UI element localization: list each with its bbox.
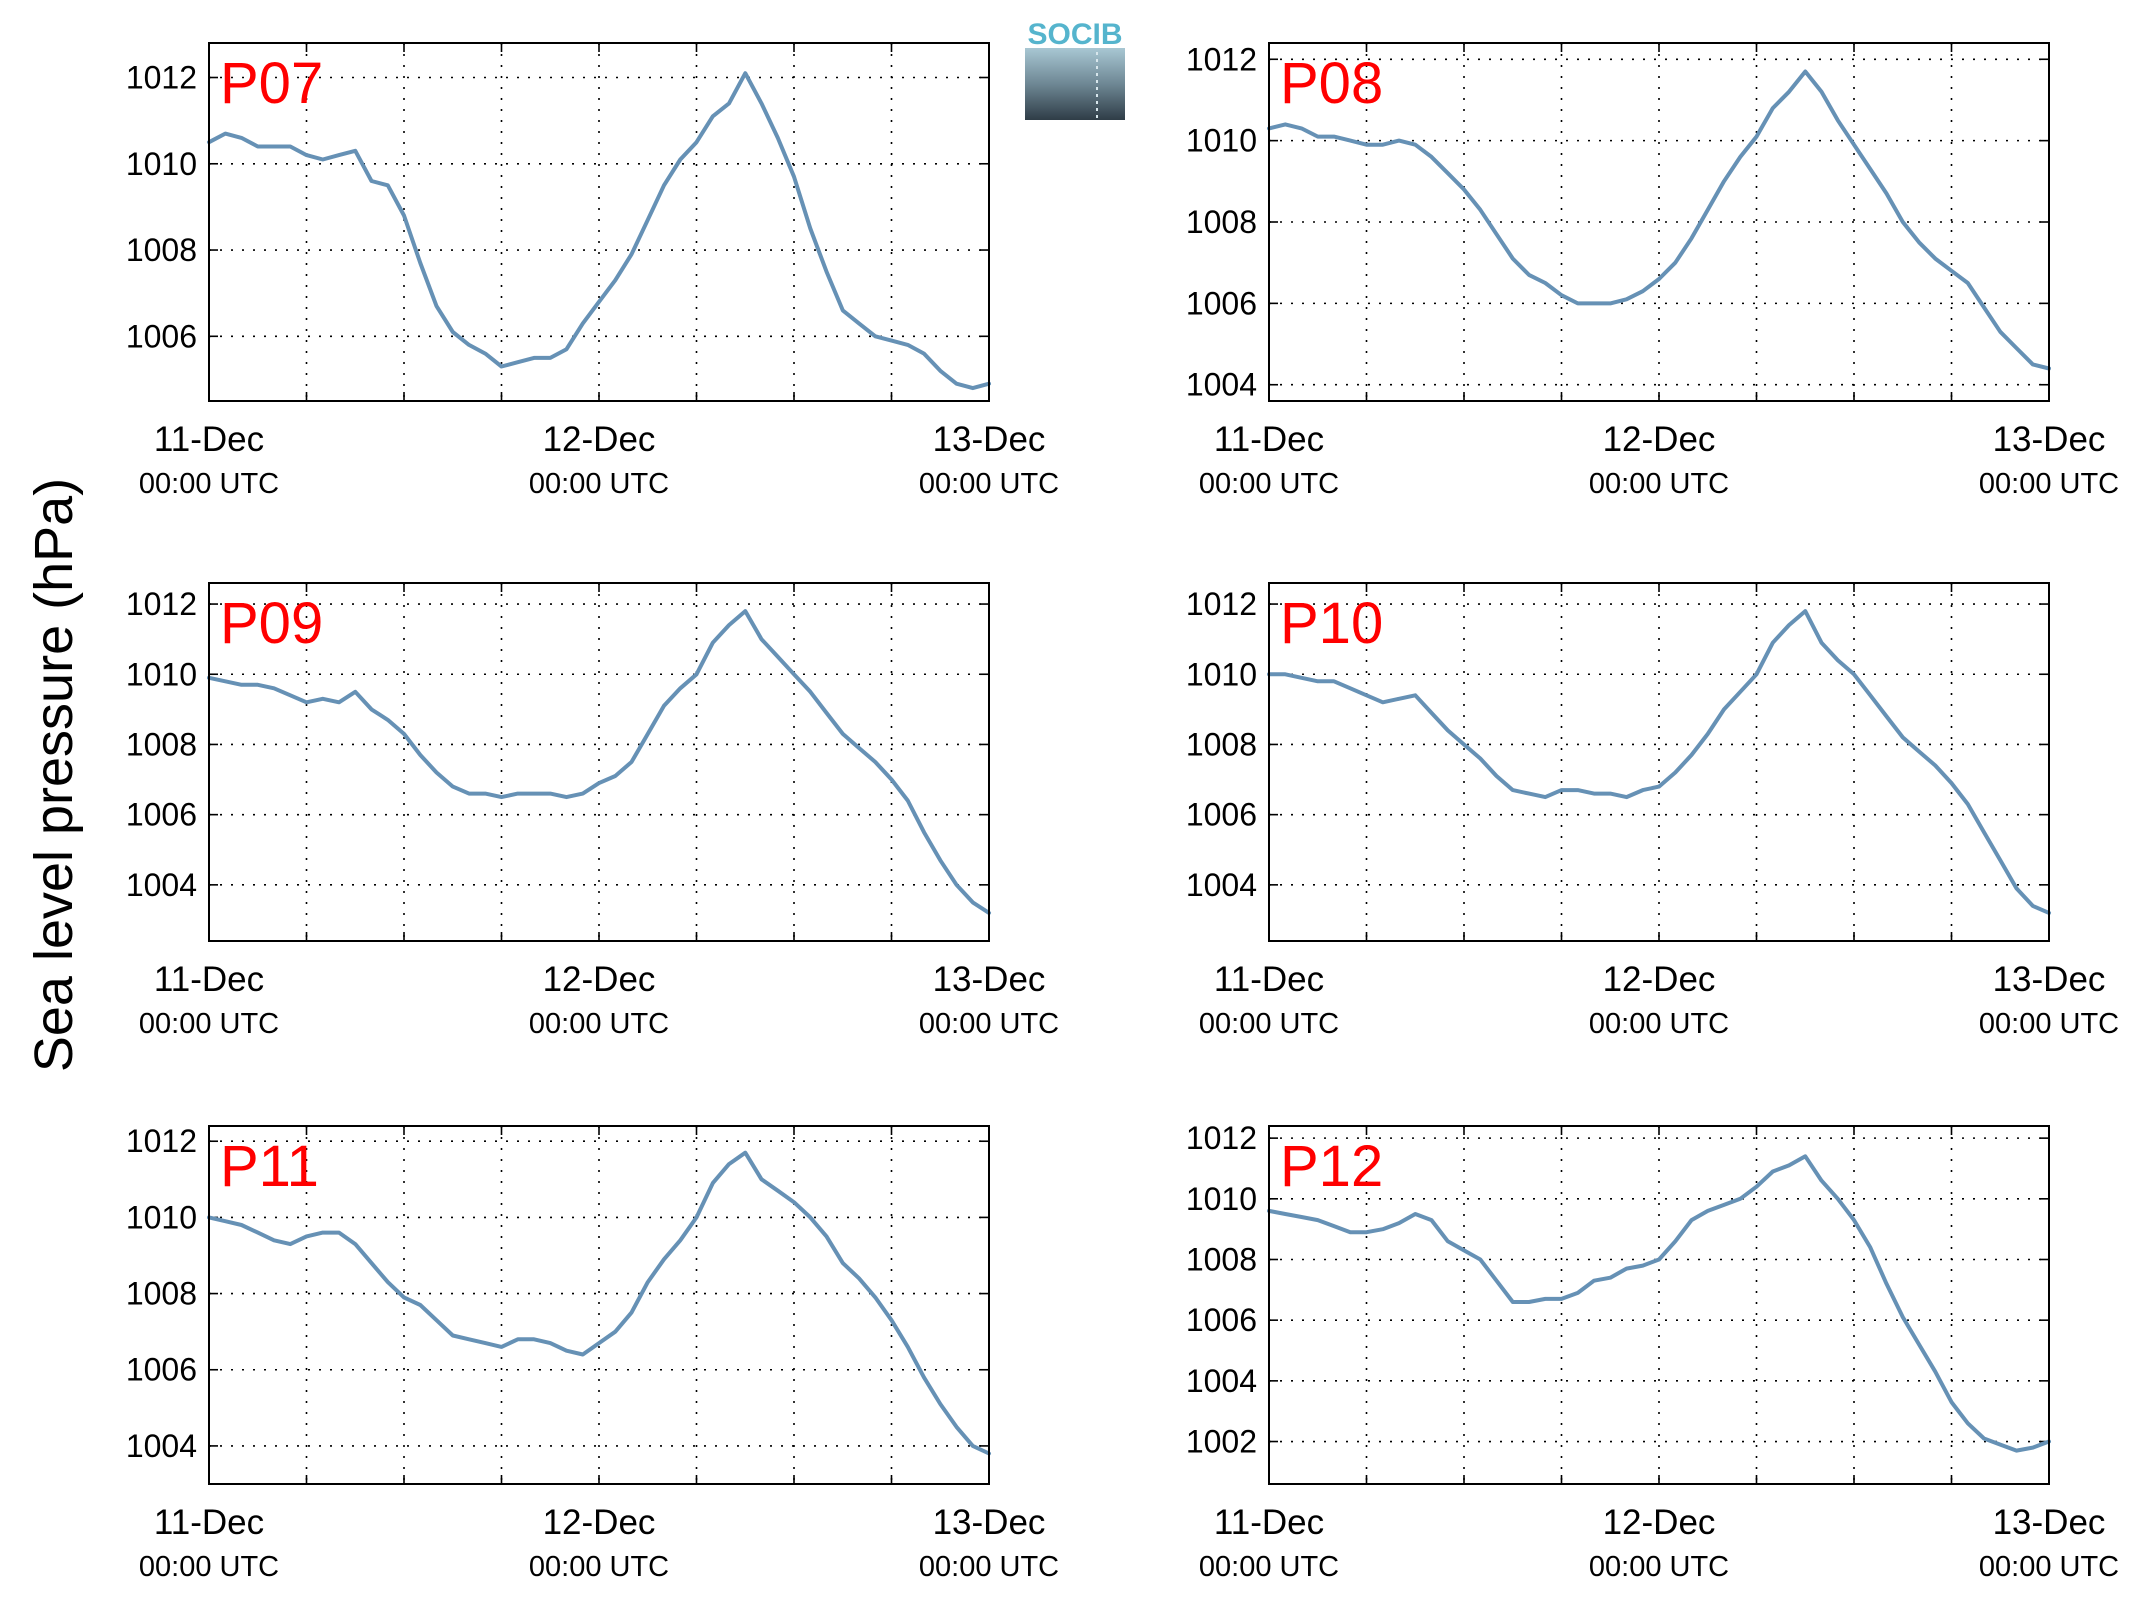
x-tick-date: 13-Dec [1993, 960, 2106, 999]
x-tick-time: 00:00 UTC [1589, 1551, 1729, 1583]
y-tick-label: 1012 [1186, 41, 1257, 77]
plot-frame [208, 582, 990, 942]
y-tick-label: 1012 [126, 586, 197, 622]
panel-p10: 1004 1006 1008 1010 1012 P10 11-Dec 00:00 UTC 12… [1186, 582, 2119, 1040]
x-tick-time: 00:00 UTC [529, 1008, 669, 1040]
x-tick-time: 00:00 UTC [1979, 1551, 2119, 1583]
y-axis-label: Sea level pressure (hPa) [24, 478, 84, 1072]
x-tick-time: 00:00 UTC [1589, 1008, 1729, 1040]
y-tick-label: 1004 [1186, 1363, 1257, 1399]
y-tick-label: 1008 [1186, 1241, 1257, 1277]
x-tick-time: 00:00 UTC [1979, 468, 2119, 500]
panel-p07: 1006 1008 1010 1012 P07 11-Dec 00:00 UTC 12-Dec… [126, 42, 1059, 500]
y-tick-label: 1010 [1186, 123, 1257, 159]
y-tick-label: 1008 [1186, 204, 1257, 240]
y-tick-label: 1006 [1186, 797, 1257, 833]
plot-frame [208, 42, 990, 402]
y-tick-label: 1004 [126, 867, 197, 903]
y-tick-label: 1012 [126, 1123, 197, 1159]
panel-label: P10 [1280, 591, 1383, 656]
y-tick-label: 1008 [1186, 726, 1257, 762]
y-tick-label: 1004 [1186, 367, 1257, 403]
x-tick-time: 00:00 UTC [139, 1551, 279, 1583]
x-tick-time: 00:00 UTC [919, 1551, 1059, 1583]
y-tick-label: 1010 [126, 146, 197, 182]
plot-frame [208, 1125, 990, 1485]
x-tick-date: 13-Dec [933, 960, 1046, 999]
y-tick-label: 1010 [1186, 656, 1257, 692]
x-tick-date: 13-Dec [1993, 1503, 2106, 1542]
plot-frame [1268, 582, 2050, 942]
x-tick-date: 12-Dec [543, 420, 656, 459]
x-tick-date: 11-Dec [154, 1503, 264, 1542]
logo-text: SOCIB [1027, 18, 1122, 51]
y-tick-label: 1002 [1186, 1424, 1257, 1460]
panel-label: P08 [1280, 51, 1383, 116]
pressure-line [1267, 609, 2051, 915]
panel-label: P09 [220, 591, 323, 656]
x-tick-time: 00:00 UTC [529, 468, 669, 500]
x-tick-date: 11-Dec [1214, 1503, 1324, 1542]
x-tick-time: 00:00 UTC [1199, 468, 1339, 500]
panel-label: P12 [1280, 1134, 1383, 1199]
x-tick-date: 13-Dec [933, 1503, 1046, 1542]
x-tick-time: 00:00 UTC [1199, 1008, 1339, 1040]
x-tick-time: 00:00 UTC [1589, 468, 1729, 500]
y-tick-label: 1012 [1186, 586, 1257, 622]
x-tick-time: 00:00 UTC [529, 1551, 669, 1583]
pressure-line [207, 71, 991, 391]
pressure-line [207, 1150, 991, 1456]
pressure-line [1267, 69, 2051, 371]
x-tick-time: 00:00 UTC [1199, 1551, 1339, 1583]
x-tick-date: 11-Dec [1214, 960, 1324, 999]
panel-p12: 1002 1004 1006 1008 1010 1012 P12 11-Dec 00:00 U… [1186, 1120, 2119, 1583]
y-tick-label: 1008 [126, 232, 197, 268]
panel-p11: 1004 1006 1008 1010 1012 P11 11-Dec 00:00 UTC 12… [126, 1123, 1059, 1583]
x-tick-date: 11-Dec [154, 960, 264, 999]
x-tick-time: 00:00 UTC [919, 1008, 1059, 1040]
y-tick-label: 1010 [126, 1199, 197, 1235]
pressure-line [1267, 1154, 2051, 1453]
x-tick-date: 12-Dec [1603, 960, 1716, 999]
socib-logo: SOCIB [1025, 18, 1125, 120]
x-tick-date: 12-Dec [1603, 1503, 1716, 1542]
x-tick-time: 00:00 UTC [139, 468, 279, 500]
panel-label: P07 [220, 51, 323, 116]
y-tick-label: 1006 [1186, 285, 1257, 321]
x-tick-date: 11-Dec [1214, 420, 1324, 459]
x-tick-date: 12-Dec [1603, 420, 1716, 459]
y-tick-label: 1004 [1186, 867, 1257, 903]
x-tick-date: 12-Dec [543, 1503, 656, 1542]
panel-p09: 1004 1006 1008 1010 1012 P09 11-Dec 00:00 UTC 12… [126, 582, 1059, 1040]
y-tick-label: 1012 [1186, 1120, 1257, 1156]
x-tick-date: 13-Dec [933, 420, 1046, 459]
y-tick-label: 1008 [126, 726, 197, 762]
y-tick-label: 1006 [126, 1352, 197, 1388]
y-tick-label: 1006 [126, 318, 197, 354]
y-tick-label: 1006 [1186, 1302, 1257, 1338]
pressure-line [207, 609, 991, 915]
x-tick-time: 00:00 UTC [1979, 1008, 2119, 1040]
y-tick-label: 1006 [126, 797, 197, 833]
y-tick-label: 1010 [126, 656, 197, 692]
y-tick-label: 1010 [1186, 1181, 1257, 1217]
plot-frame [1268, 1125, 2050, 1485]
y-tick-label: 1004 [126, 1428, 197, 1464]
plot-frame [1268, 42, 2050, 402]
x-tick-date: 12-Dec [543, 960, 656, 999]
y-tick-label: 1012 [126, 60, 197, 96]
panel-p08: 1004 1006 1008 1010 1012 P08 11-Dec 00:00 UTC 12… [1186, 41, 2119, 500]
y-tick-label: 1008 [126, 1276, 197, 1312]
x-tick-time: 00:00 UTC [139, 1008, 279, 1040]
x-tick-time: 00:00 UTC [919, 468, 1059, 500]
x-tick-date: 13-Dec [1993, 420, 2106, 459]
panel-label: P11 [220, 1134, 319, 1199]
x-tick-date: 11-Dec [154, 420, 264, 459]
